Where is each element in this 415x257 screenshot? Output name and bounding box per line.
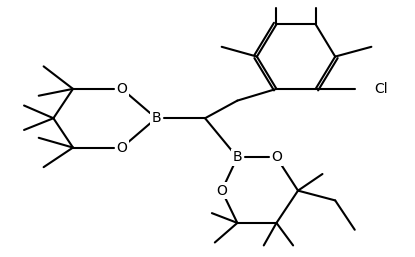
Text: B: B bbox=[232, 150, 242, 164]
Text: O: O bbox=[271, 150, 282, 164]
Text: O: O bbox=[216, 184, 227, 198]
Text: O: O bbox=[117, 141, 127, 154]
Text: B: B bbox=[151, 111, 161, 125]
Text: O: O bbox=[117, 82, 127, 96]
Text: Cl: Cl bbox=[374, 82, 388, 96]
